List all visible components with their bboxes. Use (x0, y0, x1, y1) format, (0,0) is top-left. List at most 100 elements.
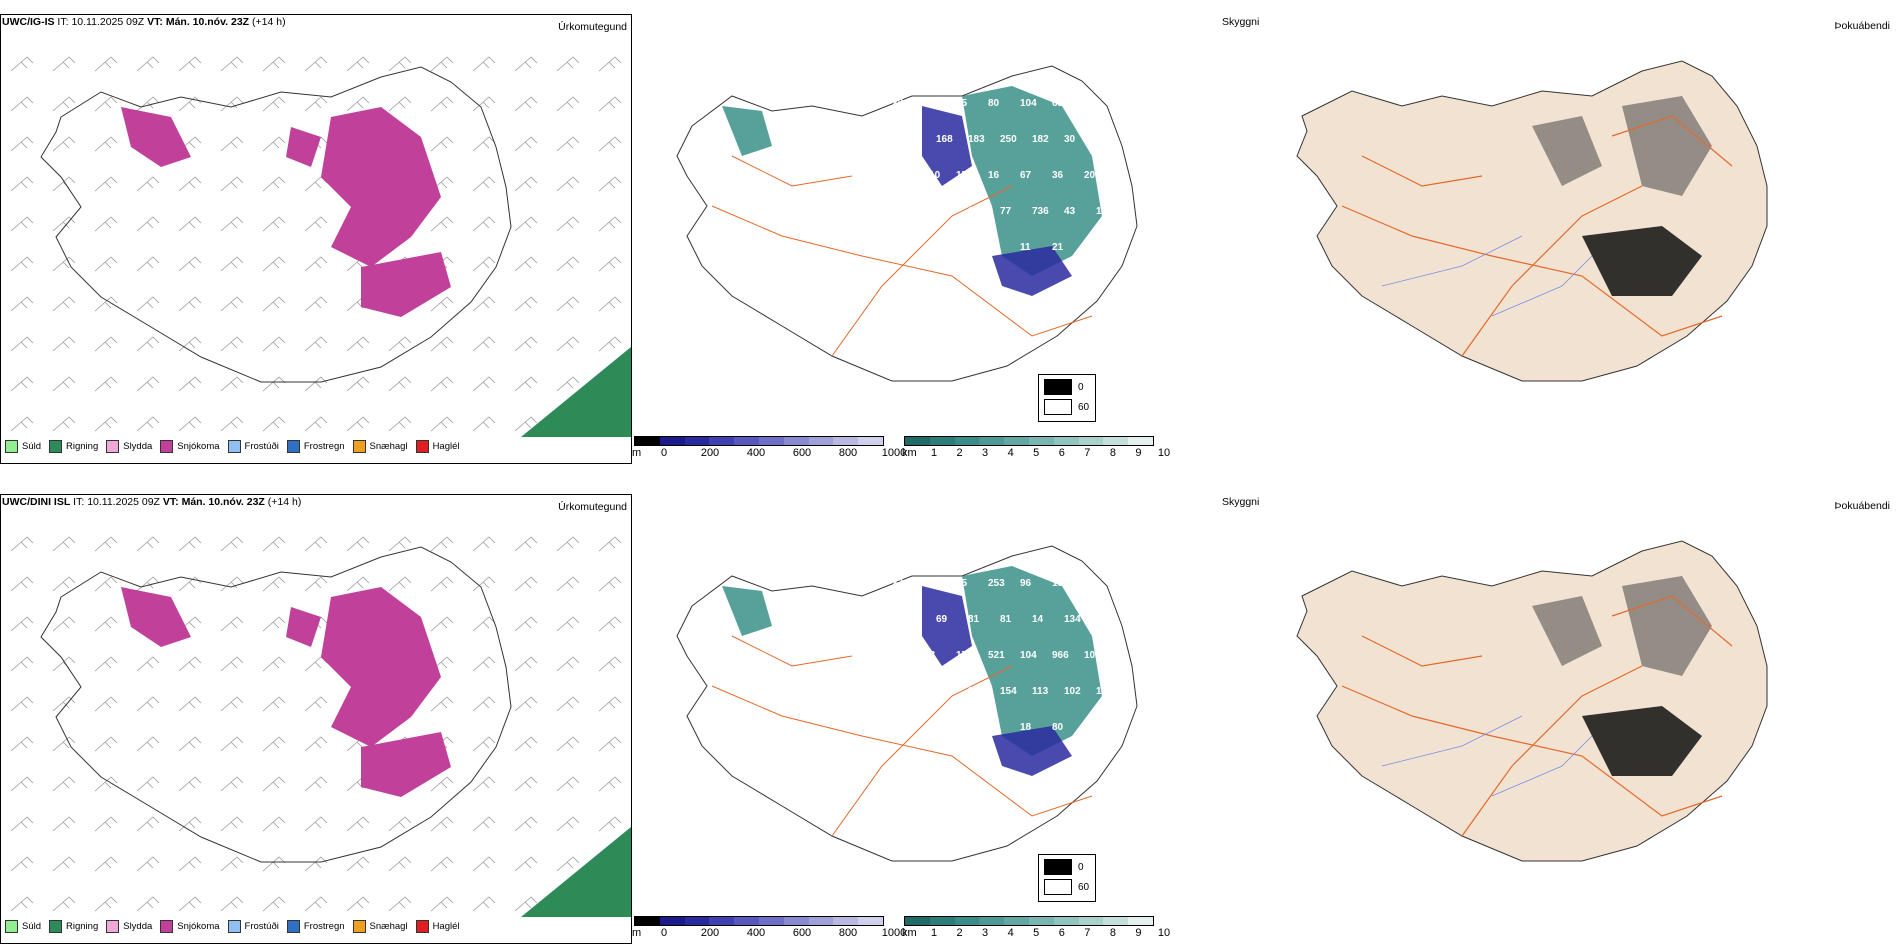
wind-barb (598, 576, 622, 592)
wind-barb (472, 256, 496, 272)
precip-map (10, 536, 631, 917)
visibility-label: 154 (1000, 686, 1017, 697)
visibility-label: 966 (1052, 650, 1069, 661)
panel-title: Úrkomutegund (558, 501, 627, 513)
snow-areas (121, 587, 451, 797)
wind-barb (598, 216, 622, 232)
coastline (40, 546, 512, 863)
visibility-label: 13 (892, 242, 904, 253)
wind-barb (136, 816, 160, 832)
visibility-dark (922, 106, 1072, 296)
wind-barb (136, 336, 160, 352)
wind-barb (262, 536, 286, 552)
fog-dark (1582, 706, 1702, 776)
wind-barb (220, 176, 244, 192)
visibility-map: 28 29 25 80 104 63 79 158 168 183 250 182 30 61 55 110 1… (676, 65, 1138, 382)
wind-barb (514, 256, 538, 272)
wind-barb (346, 576, 370, 592)
wind-barb (52, 696, 76, 712)
visibility-label: 61 (1096, 134, 1108, 145)
legend-swatch (106, 919, 120, 933)
wind-barbs (10, 56, 622, 432)
wind-barb (178, 816, 202, 832)
wind-barb (556, 136, 580, 152)
wind-barb (52, 216, 76, 232)
colorbar-m: m 0 200 400 600 800 1000 (632, 916, 906, 940)
wind-barb (136, 576, 160, 592)
fog-legend: 0 60 (1038, 374, 1096, 422)
wind-barb (304, 696, 328, 712)
legend-swatch (352, 439, 366, 453)
visibility-label: 250 (1000, 134, 1017, 145)
legend-item: Slydda (106, 439, 153, 453)
legend-label: Slydda (123, 440, 153, 452)
wind-barb (556, 96, 580, 112)
wind-barb (52, 376, 76, 392)
visibility-teal (722, 86, 1102, 276)
visibility-teal (722, 566, 1102, 756)
visibility-label: 25 (956, 98, 968, 109)
visibility-label: 69 (968, 206, 980, 217)
wind-barb (598, 736, 622, 752)
colorbar-tick: 1000 (881, 927, 907, 939)
visibility-label: 108 (904, 686, 921, 697)
wind-barb (10, 216, 34, 232)
wind-barb (262, 616, 286, 632)
wind-barb (304, 96, 328, 112)
wind-barb (52, 736, 76, 752)
visibility-label: 109 (1084, 650, 1101, 661)
visibility-label: 182 (1032, 134, 1049, 145)
visibility-label: 18 (1052, 578, 1064, 589)
legend-swatch (286, 439, 300, 453)
wind-barb (52, 336, 76, 352)
wind-barb (430, 776, 454, 792)
wind-barb (262, 736, 286, 752)
wind-barb (136, 896, 160, 912)
forecast-row-ig-is: UWC/IG-IS IT: 10.11.2025 09Z VT: Mán. 10… (0, 0, 1900, 470)
visibility-label: 521 (988, 650, 1005, 661)
visibility-label: 23 (892, 578, 904, 589)
wind-barb (556, 176, 580, 192)
colorbar-tick: 600 (792, 927, 812, 939)
colorbar-tick: 400 (746, 927, 766, 939)
colorbar-tick: 10 (1157, 447, 1171, 459)
visibility-label: 81 (968, 614, 980, 625)
colorbar-tick: 0 (660, 927, 668, 939)
land (1296, 60, 1768, 382)
visibility-label: 154 (956, 170, 973, 181)
wind-barb (598, 296, 622, 312)
wind-barb (262, 136, 286, 152)
wind-barb (262, 216, 286, 232)
legend-label: Snæhagl (369, 440, 408, 452)
wind-barb (514, 616, 538, 632)
wind-barb (178, 536, 202, 552)
visibility-label: 104 (1020, 98, 1037, 109)
fog-indicator-panel: Þokuábendi (1262, 14, 1892, 464)
land (1296, 540, 1768, 862)
wind-barb (262, 256, 286, 272)
wind-barb (178, 56, 202, 72)
wind-barb (598, 96, 622, 112)
wind-barb (556, 696, 580, 712)
wind-barb (52, 536, 76, 552)
wind-barb (304, 56, 328, 72)
wind-barb (430, 816, 454, 832)
visibility-map: 23 16 55 253 96 18 87 89 69 81 81 14 134 168 197 78 176 5… (676, 545, 1138, 862)
wind-barb (472, 216, 496, 232)
wind-barb (472, 616, 496, 632)
legend-label: Rigning (66, 440, 99, 452)
legend-item: Snjókoma (160, 919, 220, 933)
legend-swatch (49, 919, 63, 933)
wind-barb (10, 136, 34, 152)
wind-barb (304, 856, 328, 872)
visibility-label: 253 (988, 578, 1005, 589)
wind-barb (220, 216, 244, 232)
wind-barb (52, 176, 76, 192)
wind-barb (514, 536, 538, 552)
wind-barb (514, 56, 538, 72)
legend-item: Snæhagl (352, 919, 408, 933)
wind-barb (52, 296, 76, 312)
wind-barb (220, 696, 244, 712)
visibility-label: 18 (1020, 722, 1032, 733)
colorbar-tick: 8 (1109, 927, 1116, 939)
